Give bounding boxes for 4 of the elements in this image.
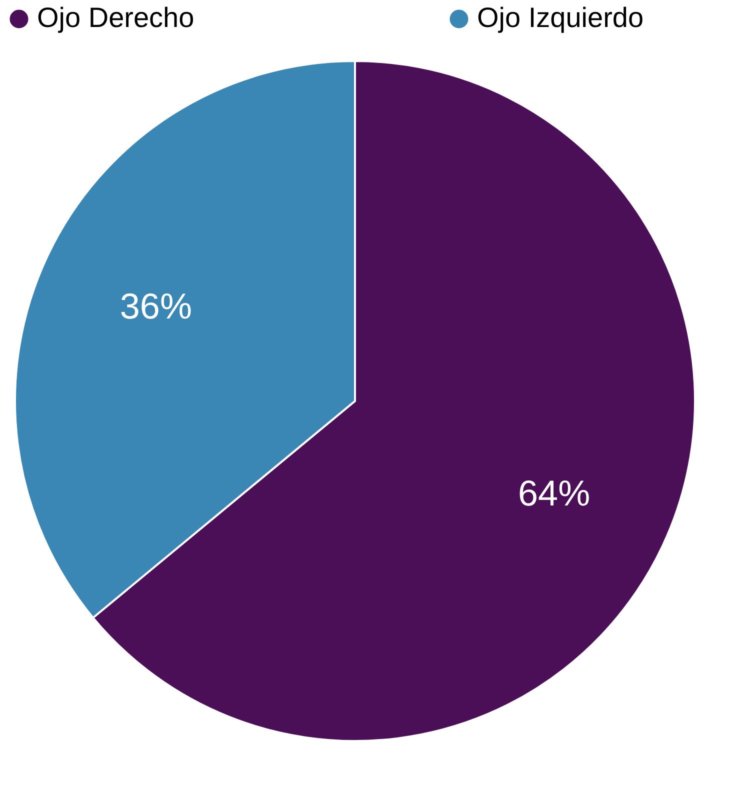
data-label: 64%: [518, 472, 590, 514]
legend-label: Ojo Derecho: [37, 2, 194, 33]
data-label: 36%: [120, 285, 192, 326]
legend-label: Ojo Izquierdo: [477, 2, 644, 33]
